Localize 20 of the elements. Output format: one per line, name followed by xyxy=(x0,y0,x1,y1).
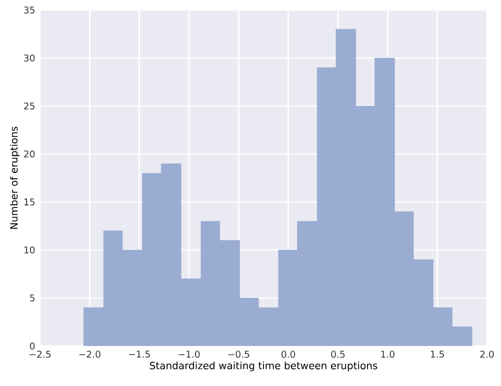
x-tick-label: −0.5 xyxy=(228,350,250,358)
x-tick-label: 1.5 xyxy=(430,350,444,358)
x-tick-label: 2.0 xyxy=(480,350,494,358)
x-tick-label: −2.5 xyxy=(30,350,51,358)
x-tick-label: −2.0 xyxy=(79,350,100,358)
y-tick-label: 10 xyxy=(24,246,35,254)
y-axis-title: Number of eruptions xyxy=(10,126,20,229)
y-tick-label: 15 xyxy=(24,198,34,206)
x-tick-label: −1.5 xyxy=(128,350,150,358)
x-tick-label: 0.0 xyxy=(282,350,296,358)
y-tick-label: 25 xyxy=(24,102,34,110)
x-axis-title: Standardized waiting time between eruptions xyxy=(150,362,378,372)
x-tick-label: 1.0 xyxy=(381,350,394,358)
x-tick-label: 0.5 xyxy=(331,350,345,358)
y-tick-label: 30 xyxy=(24,54,35,62)
y-tick-label: 5 xyxy=(30,294,34,302)
y-tick-label: 0 xyxy=(30,342,35,350)
y-tick-label: 20 xyxy=(24,150,35,158)
y-tick-label: 35 xyxy=(24,6,34,14)
x-tick-label: −1.0 xyxy=(178,350,200,358)
